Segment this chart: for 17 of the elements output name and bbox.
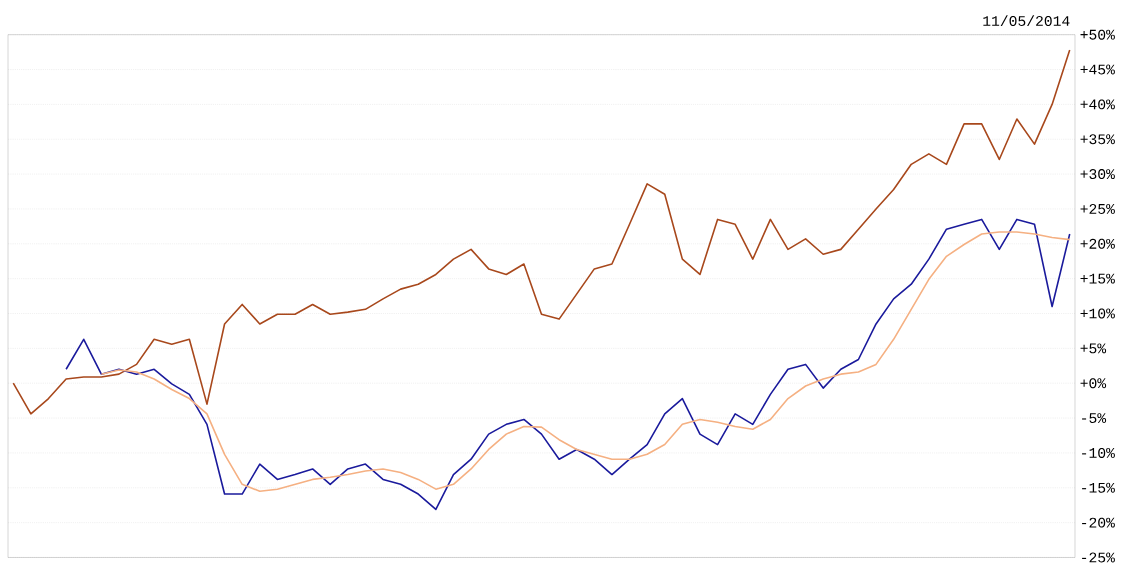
y-tick-label: -15%: [1082, 482, 1115, 493]
y-tick-label: -25%: [1082, 552, 1115, 563]
y-tick-label: -10%: [1082, 448, 1115, 458]
y-tick-label: +0%: [1080, 378, 1107, 389]
y-tick-label: +20%: [1080, 238, 1115, 249]
y-tick-label: +10%: [1080, 308, 1115, 319]
y-tick-label: +40%: [1080, 99, 1115, 110]
text: 11/05/2014: [983, 15, 1070, 27]
y-tick-label: +50%: [1080, 29, 1115, 40]
y-tick-label: +25%: [1080, 204, 1115, 215]
y-tick-label: -20%: [1082, 517, 1115, 528]
y-tick-label: +45%: [1080, 64, 1115, 75]
y-tick-label: +15%: [1080, 273, 1115, 284]
y-tick-label: +35%: [1080, 134, 1115, 145]
y-tick-label: +5%: [1080, 343, 1107, 354]
y-tick-label: +30%: [1080, 169, 1115, 180]
y-tick-label: -5%: [1082, 413, 1107, 424]
